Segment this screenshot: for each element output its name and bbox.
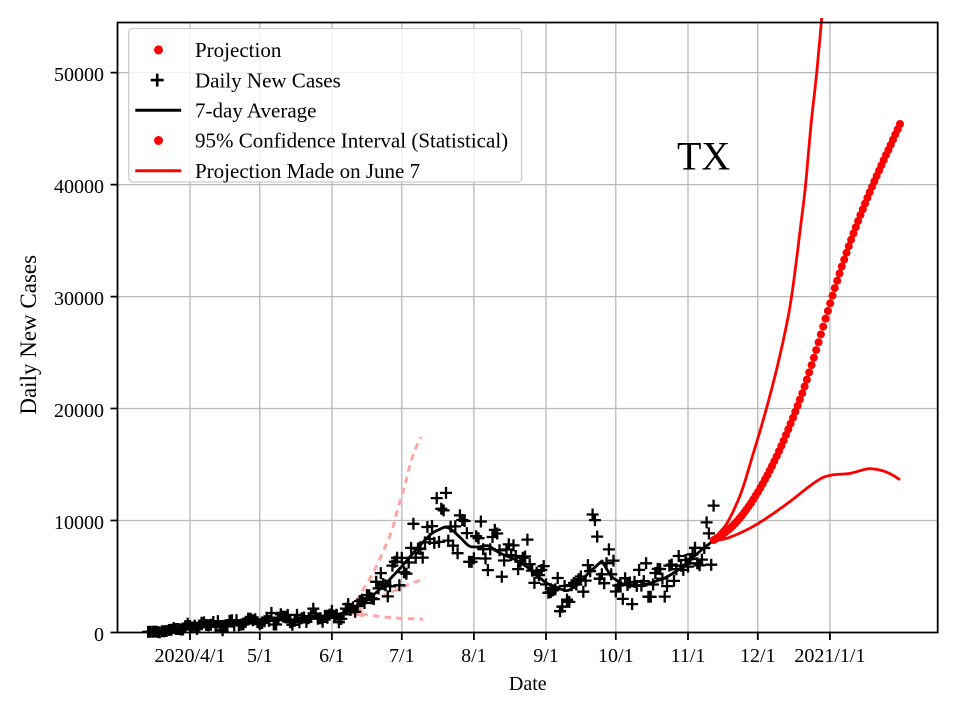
svg-text:95% Confidence Interval (Stati: 95% Confidence Interval (Statistical) — [195, 129, 508, 153]
svg-text:8/1: 8/1 — [461, 645, 487, 667]
svg-text:30000: 30000 — [54, 288, 104, 310]
svg-text:Daily New Cases: Daily New Cases — [16, 255, 41, 415]
svg-text:6/1: 6/1 — [319, 645, 345, 667]
svg-text:5/1: 5/1 — [247, 645, 273, 667]
svg-text:11/1: 11/1 — [671, 645, 706, 667]
svg-text:Date: Date — [509, 673, 547, 695]
svg-text:7-day Average: 7-day Average — [195, 99, 316, 123]
svg-text:Projection: Projection — [195, 38, 282, 62]
svg-text:2021/1/1: 2021/1/1 — [794, 645, 865, 667]
svg-text:20000: 20000 — [54, 400, 104, 422]
svg-text:50000: 50000 — [54, 64, 104, 86]
svg-text:Daily New Cases: Daily New Cases — [195, 68, 341, 92]
svg-text:9/1: 9/1 — [533, 645, 559, 667]
svg-text:TX: TX — [677, 133, 730, 178]
svg-text:12/1: 12/1 — [740, 645, 776, 667]
svg-text:40000: 40000 — [54, 176, 104, 198]
svg-text:7/1: 7/1 — [389, 645, 415, 667]
svg-text:10000: 10000 — [54, 512, 104, 534]
svg-text:2020/4/1: 2020/4/1 — [154, 645, 225, 667]
svg-text:Projection Made on June 7: Projection Made on June 7 — [195, 159, 420, 183]
svg-text:0: 0 — [94, 624, 104, 646]
svg-text:10/1: 10/1 — [598, 645, 634, 667]
